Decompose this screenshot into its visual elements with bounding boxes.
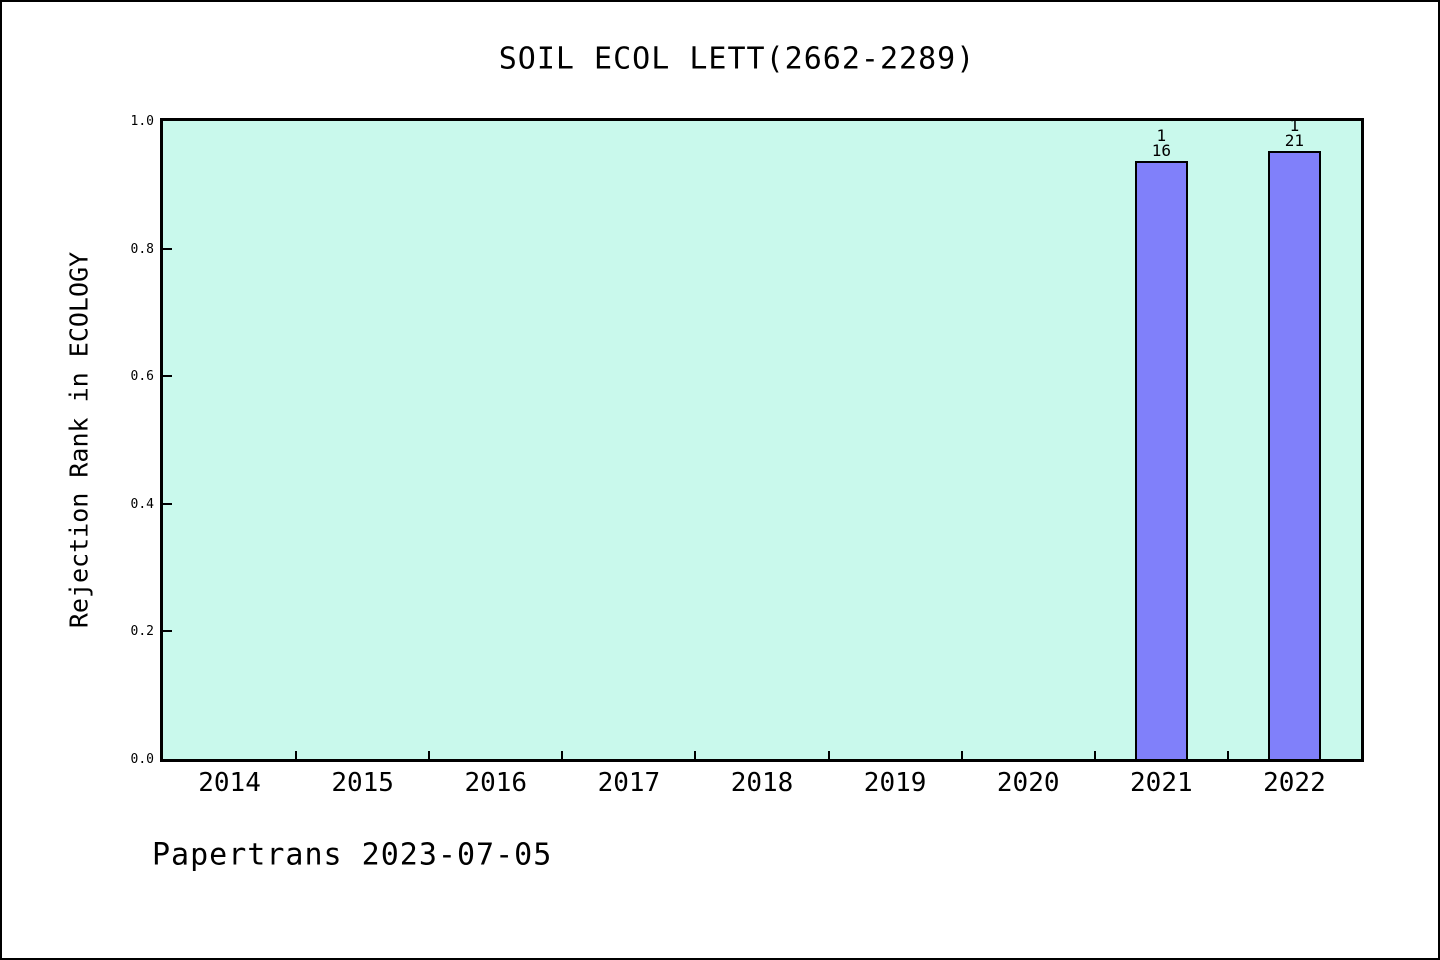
- x-axis-tick: [561, 751, 564, 759]
- y-tick-label: 0.0: [130, 752, 154, 767]
- x-tick-label: 2018: [730, 768, 794, 798]
- x-axis-tick: [827, 751, 830, 759]
- y-tick-label: 1.0: [130, 114, 154, 129]
- bar-2022: [1267, 151, 1321, 759]
- x-tick-label: 2015: [331, 768, 394, 798]
- bar-label-denominator: 21: [1284, 131, 1305, 151]
- y-tick-label: 0.6: [130, 369, 154, 385]
- bar-label-numerator: 1: [1156, 125, 1167, 145]
- x-tick-label: 2021: [1130, 768, 1193, 798]
- bar-label-denominator: 16: [1151, 140, 1171, 160]
- x-axis-tick: [1093, 751, 1096, 759]
- plot-inner: 2014 2015 2016 2017 2018 2019 2020 2021 2022 1 16 1…: [163, 116, 1361, 798]
- x-axis-tick: [428, 751, 431, 759]
- bar-label-numerator: 1: [1289, 116, 1300, 136]
- y-axis-tick: [163, 375, 172, 378]
- y-axis-tick: [163, 630, 172, 633]
- y-tick-label: 0.8: [130, 241, 154, 257]
- plot-area: 2014 2015 2016 2017 2018 2019 2020 2021 2022 1 16 1…: [160, 116, 1364, 798]
- x-axis-tick: [295, 751, 298, 759]
- y-axis-tick: [163, 502, 172, 505]
- x-axis-tick: [1226, 751, 1229, 759]
- x-axis-tick: [960, 751, 963, 759]
- y-axis-label: Rejection Rank in ECOLOGY: [64, 251, 94, 629]
- x-tick-label: 2022: [1263, 768, 1326, 798]
- x-tick-label: 2017: [597, 768, 661, 798]
- chart-title: SOIL ECOL LETT(2662-2289): [498, 41, 976, 77]
- x-tick-label: 2020: [996, 768, 1060, 798]
- y-tick-label: 0.2: [130, 624, 154, 640]
- bar-2021: [1134, 160, 1188, 759]
- x-tick-label: 2019: [863, 768, 927, 798]
- y-axis-tick: [163, 247, 172, 250]
- footer-text: Papertrans 2023-07-05: [152, 837, 553, 873]
- x-axis-tick: [694, 751, 697, 759]
- x-tick-label: 2016: [464, 768, 528, 798]
- bar-value-label: 1 16: [1121, 125, 1201, 160]
- y-tick-label: 0.4: [130, 496, 154, 512]
- x-tick-label: 2014: [198, 768, 261, 798]
- bar-value-label: 1 21: [1254, 116, 1334, 151]
